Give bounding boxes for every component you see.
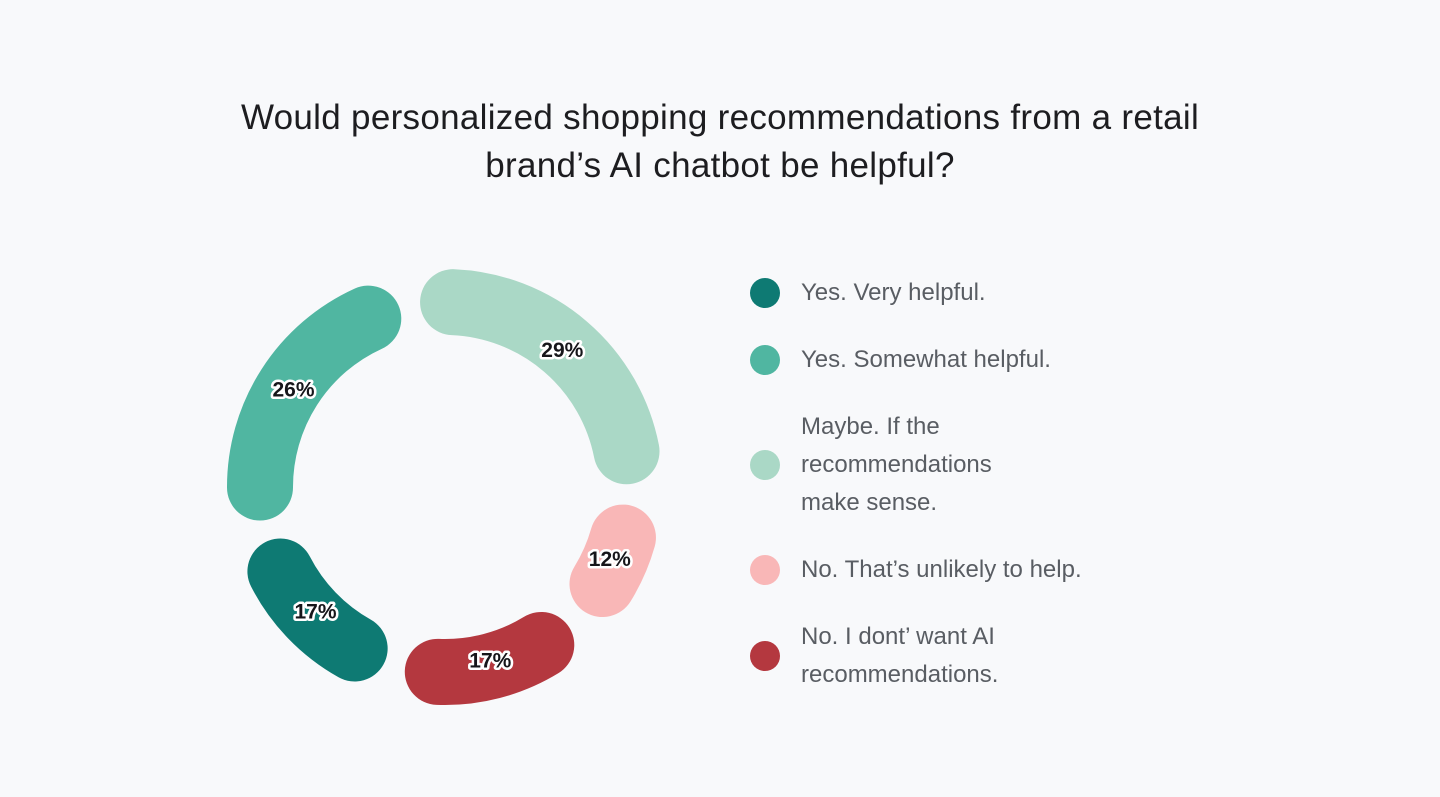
- legend-label: Maybe. If the recommendations make sense…: [801, 413, 992, 516]
- legend-item-3: No. That’s unlikely to help.: [750, 551, 1180, 589]
- donut-segment-4: [404, 611, 575, 705]
- legend-dot-icon: [750, 641, 780, 671]
- donut-segment-value: 26%: [272, 378, 314, 401]
- legend-dot-icon: [750, 278, 780, 308]
- donut-segment-value: 17%: [294, 601, 336, 624]
- legend-label: No. I dont’ want AI recommendations.: [801, 623, 999, 688]
- donut-chart-svg: 29% 12% 17% 17% 26%: [226, 269, 660, 705]
- legend-dot-icon: [750, 345, 780, 375]
- legend-label: Yes. Very helpful.: [801, 279, 986, 306]
- legend-item-2: Maybe. If the recommendations make sense…: [750, 408, 1180, 522]
- legend: Yes. Very helpful. Yes. Somewhat helpful.…: [750, 274, 1180, 694]
- donut-chart: 29% 12% 17% 17% 26%: [210, 252, 680, 722]
- legend-item-0: Yes. Very helpful.: [750, 274, 1180, 312]
- donut-segment-value: 29%: [541, 339, 583, 362]
- donut-segment-3: [569, 504, 656, 618]
- legend-dot-icon: [750, 555, 780, 585]
- legend-item-4: No. I dont’ want AI recommendations.: [750, 618, 1180, 694]
- donut-segment-0: [247, 538, 388, 682]
- legend-item-1: Yes. Somewhat helpful.: [750, 341, 1180, 379]
- chart-title-line-2: brand’s AI chatbot be helpful?: [485, 146, 955, 185]
- legend-label: No. That’s unlikely to help.: [801, 556, 1082, 583]
- chart-title: Would personalized shopping recommendati…: [0, 94, 1440, 190]
- donut-segment-value: 12%: [589, 548, 631, 571]
- donut-segment-1: [226, 285, 402, 521]
- donut-segment-value: 17%: [469, 650, 511, 673]
- chart-title-line-1: Would personalized shopping recommendati…: [240, 98, 1200, 137]
- legend-dot-icon: [750, 450, 780, 480]
- legend-label: Yes. Somewhat helpful.: [801, 346, 1051, 373]
- donut-segment-2: [420, 269, 660, 485]
